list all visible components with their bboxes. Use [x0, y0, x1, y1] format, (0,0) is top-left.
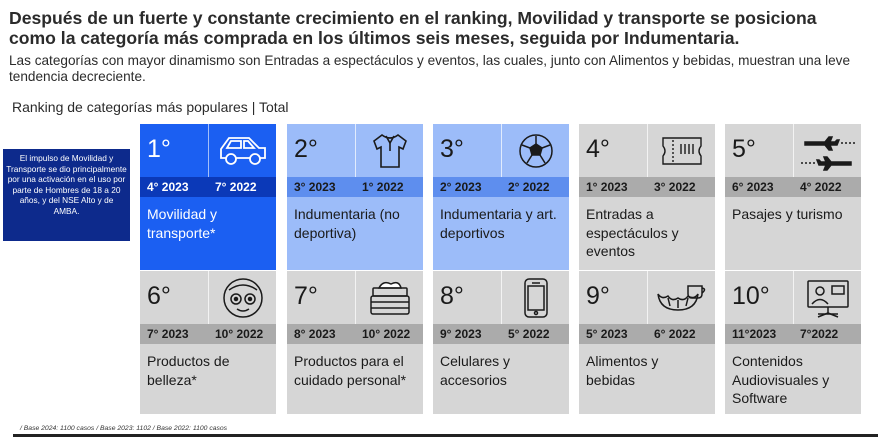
category-label: Productos de belleza* — [140, 344, 276, 414]
rank-2022: 10° 2022 — [215, 327, 264, 341]
rank-2023: 6° 2023 — [732, 180, 774, 194]
category-label: Contenidos Audiovisuales y Software — [725, 344, 861, 414]
category-card-celulares: 8° 9° 2023 5° 2022 Celulares y accesorio… — [432, 270, 570, 415]
rank-2022: 10° 2022 — [362, 327, 411, 341]
rank-2022: 5° 2022 — [508, 327, 550, 341]
rank-number: 6° — [147, 282, 171, 310]
shirt-icon — [355, 124, 423, 177]
subtitle: Las categorías con mayor dinamismo son E… — [9, 53, 851, 84]
rank-2022: 2° 2022 — [508, 180, 550, 194]
category-label: Productos para el cuidado personal* — [287, 344, 423, 414]
category-card-alimentos: 9° 5° 2023 6° 2022 Alimentos y bebidas — [578, 270, 716, 415]
category-card-contenidos: 10° 11°2023 7°2022 Contenidos Audiovisua… — [724, 270, 862, 415]
section-label: Ranking de categorías más populares | To… — [12, 99, 289, 115]
category-card-movilidad: 1° 4° 2023 7° 2022 Movilidad y transport… — [139, 123, 277, 287]
rank-2023: 8° 2023 — [294, 327, 336, 341]
category-card-pasajes: 5° 6° 2023 4° 2022 Pasajes y turismo — [724, 123, 862, 287]
rank-2022: 3° 2022 — [654, 180, 696, 194]
rank-2023: 9° 2023 — [440, 327, 482, 341]
video-call-icon — [793, 271, 861, 324]
rank-2023: 11°2023 — [732, 327, 777, 341]
title-line-1: Después de un fuerte y constante crecimi… — [9, 8, 817, 28]
rank-number: 4° — [586, 135, 610, 163]
rank-2023: 7° 2023 — [147, 327, 189, 341]
rank-2023: 5° 2023 — [586, 327, 628, 341]
cream-jar-icon — [355, 271, 423, 324]
rank-number: 9° — [586, 282, 610, 310]
face-mask-icon — [208, 271, 276, 324]
category-card-entradas: 4° 1° 2023 3° 2022 Entradas a espectácul… — [578, 123, 716, 287]
category-card-deportes: 3° 2° 2023 2° 2022 Indumentaria y art. d… — [432, 123, 570, 287]
rank-number: 5° — [732, 135, 756, 163]
rank-number: 8° — [440, 282, 464, 310]
rank-number: 1° — [147, 135, 171, 163]
category-card-belleza: 6° 7° 2023 10° 2022 Productos de belleza… — [139, 270, 277, 415]
rank-number: 7° — [294, 282, 318, 310]
bottom-divider — [13, 434, 878, 437]
rank-number: 10° — [732, 282, 770, 310]
rank-2023: 3° 2023 — [294, 180, 336, 194]
insight-note: El impulso de Movilidad y Transporte se … — [3, 149, 130, 241]
phone-icon — [501, 271, 569, 324]
rank-2023: 1° 2023 — [586, 180, 628, 194]
base-footnote: / Base 2024: 1100 casos / Base 2023: 110… — [20, 425, 228, 432]
rank-2023: 4° 2023 — [147, 180, 189, 194]
category-label: Celulares y accesorios — [433, 344, 569, 414]
rank-2023: 2° 2023 — [440, 180, 482, 194]
title-line-2: como la categoría más comprada en los úl… — [9, 28, 740, 48]
croissant-coffee-icon — [647, 271, 715, 324]
category-card-cuidado-personal: 7° 8° 2023 10° 2022 Productos para el cu… — [286, 270, 424, 415]
rank-2022: 6° 2022 — [654, 327, 696, 341]
airplanes-icon — [793, 124, 861, 177]
ticket-icon — [647, 124, 715, 177]
rank-2022: 7°2022 — [800, 327, 839, 341]
rank-2022: 4° 2022 — [800, 180, 842, 194]
soccer-ball-icon — [501, 124, 569, 177]
category-card-indumentaria: 2° 3° 2023 1° 2022 Indumentaria (no depo… — [286, 123, 424, 287]
rank-2022: 7° 2022 — [215, 180, 257, 194]
page-title: Después de un fuerte y constante crecimi… — [9, 8, 884, 48]
car-icon — [208, 124, 276, 177]
rank-number: 2° — [294, 135, 318, 163]
category-label: Alimentos y bebidas — [579, 344, 715, 414]
rank-2022: 1° 2022 — [362, 180, 404, 194]
rank-number: 3° — [440, 135, 464, 163]
